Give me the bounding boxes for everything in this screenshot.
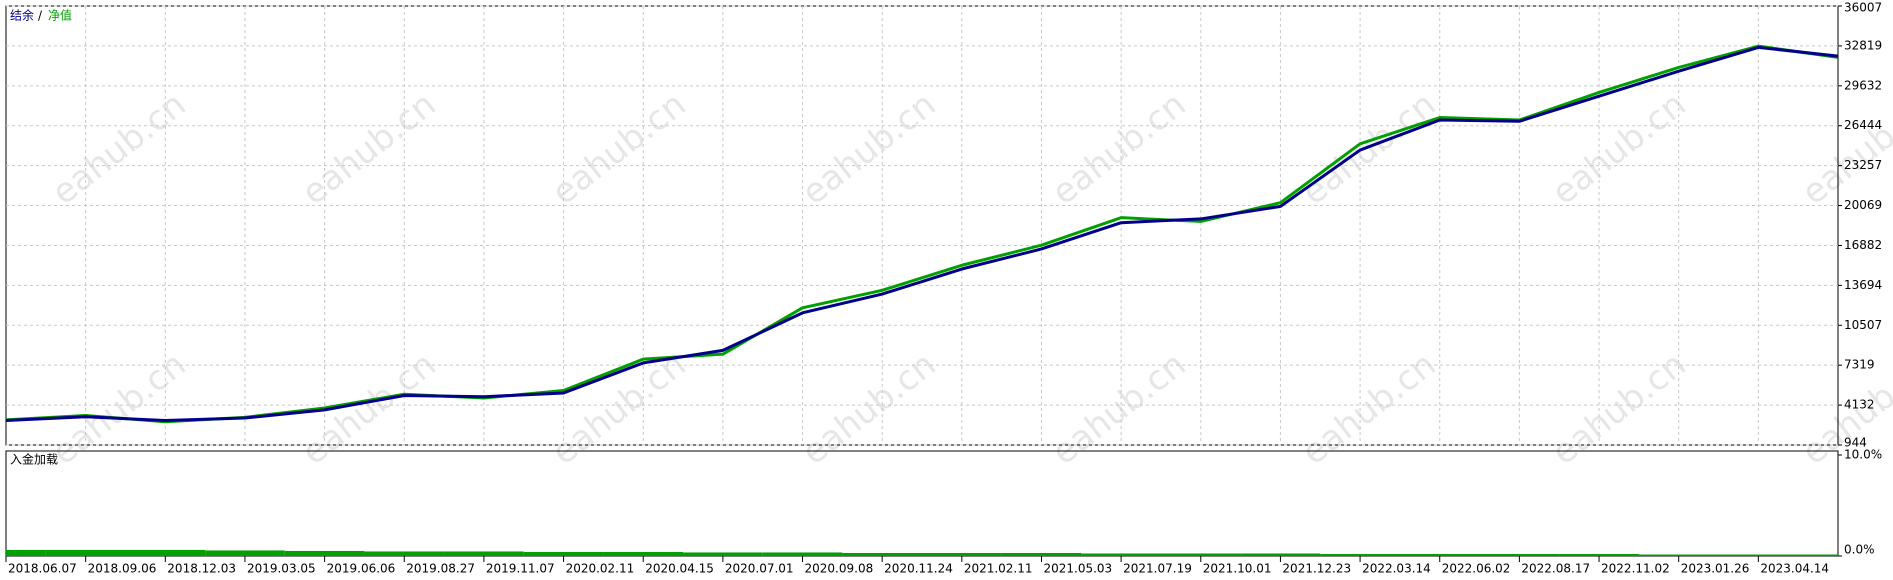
bar [842, 552, 922, 556]
legend-balance: 结余 [10, 8, 34, 23]
x-tick-label: 2022.08.17 [1521, 562, 1590, 576]
y-tick-label: 10.0% [1844, 448, 1882, 462]
bar [1320, 553, 1400, 556]
x-tick-label: 2018.06.07 [8, 562, 77, 576]
y-tick-label: 20069 [1844, 198, 1882, 212]
x-tick-label: 2020.02.11 [566, 562, 635, 576]
x-tick-label: 2018.12.03 [167, 562, 236, 576]
series-line [5, 45, 1839, 423]
bar [364, 551, 445, 556]
y-tick-label: 26444 [1844, 118, 1882, 132]
y-tick-label: 29632 [1844, 78, 1882, 92]
series-line [5, 44, 1839, 424]
bar [284, 550, 365, 556]
x-tick-label: 2022.06.02 [1442, 562, 1511, 576]
bar [922, 552, 1002, 556]
bar [6, 549, 46, 556]
x-tick-label: 2018.09.06 [88, 562, 157, 576]
bar [523, 551, 604, 556]
bar [1638, 554, 1719, 556]
x-tick-label: 2020.07.01 [725, 562, 794, 576]
bar [125, 549, 206, 556]
y-tick-label: 0.0% [1844, 543, 1875, 557]
x-tick-label: 2020.04.15 [645, 562, 714, 576]
legend-separator: / [38, 9, 43, 23]
x-tick-label: 2023.01.26 [1681, 562, 1750, 576]
bar [1479, 553, 1560, 556]
bar [45, 549, 126, 556]
bar [1798, 554, 1838, 556]
x-tick-label: 2021.05.03 [1043, 562, 1112, 576]
x-tick-label: 2019.03.05 [247, 562, 316, 576]
y-tick-label: 10507 [1844, 318, 1882, 332]
y-tick-label: 16882 [1844, 238, 1882, 252]
bar [762, 552, 843, 556]
x-tick-label: 2021.07.19 [1123, 562, 1192, 576]
bar [205, 550, 285, 556]
y-tick-label: 13694 [1844, 278, 1882, 292]
y-tick-label: 23257 [1844, 158, 1882, 172]
x-tick-label: 2021.10.01 [1203, 562, 1272, 576]
bar [1160, 553, 1241, 556]
x-tick-label: 2022.03.14 [1362, 562, 1431, 576]
x-tick-label: 2020.09.08 [805, 562, 874, 576]
bar [1399, 553, 1480, 556]
bar [1240, 553, 1321, 556]
bar [1001, 552, 1082, 556]
y-tick-label: 32819 [1844, 38, 1882, 52]
bar [1718, 554, 1799, 556]
legend-equity: 净值 [48, 8, 72, 23]
bar [683, 552, 763, 556]
x-tick-label: 2019.11.07 [486, 562, 555, 576]
x-tick-label: 2021.12.23 [1282, 562, 1351, 576]
panel-title: 入金加载 [10, 452, 58, 467]
y-tick-label: 944 [1844, 436, 1867, 450]
bar [444, 551, 524, 556]
y-tick-label: 36007 [1844, 1, 1882, 15]
top-frame [5, 5, 1839, 446]
y-tick-label: 4132 [1844, 398, 1875, 412]
x-tick-label: 2022.11.02 [1601, 562, 1670, 576]
x-tick-label: 2019.06.06 [327, 562, 396, 576]
bar [603, 551, 684, 556]
x-tick-label: 2021.02.11 [964, 562, 1033, 576]
y-tick-label: 7319 [1844, 358, 1875, 372]
x-tick-label: 2019.08.27 [406, 562, 475, 576]
x-tick-label: 2023.04.14 [1760, 562, 1829, 576]
bar [1081, 553, 1161, 556]
x-tick-label: 2020.11.24 [884, 562, 953, 576]
bar [1559, 553, 1639, 556]
